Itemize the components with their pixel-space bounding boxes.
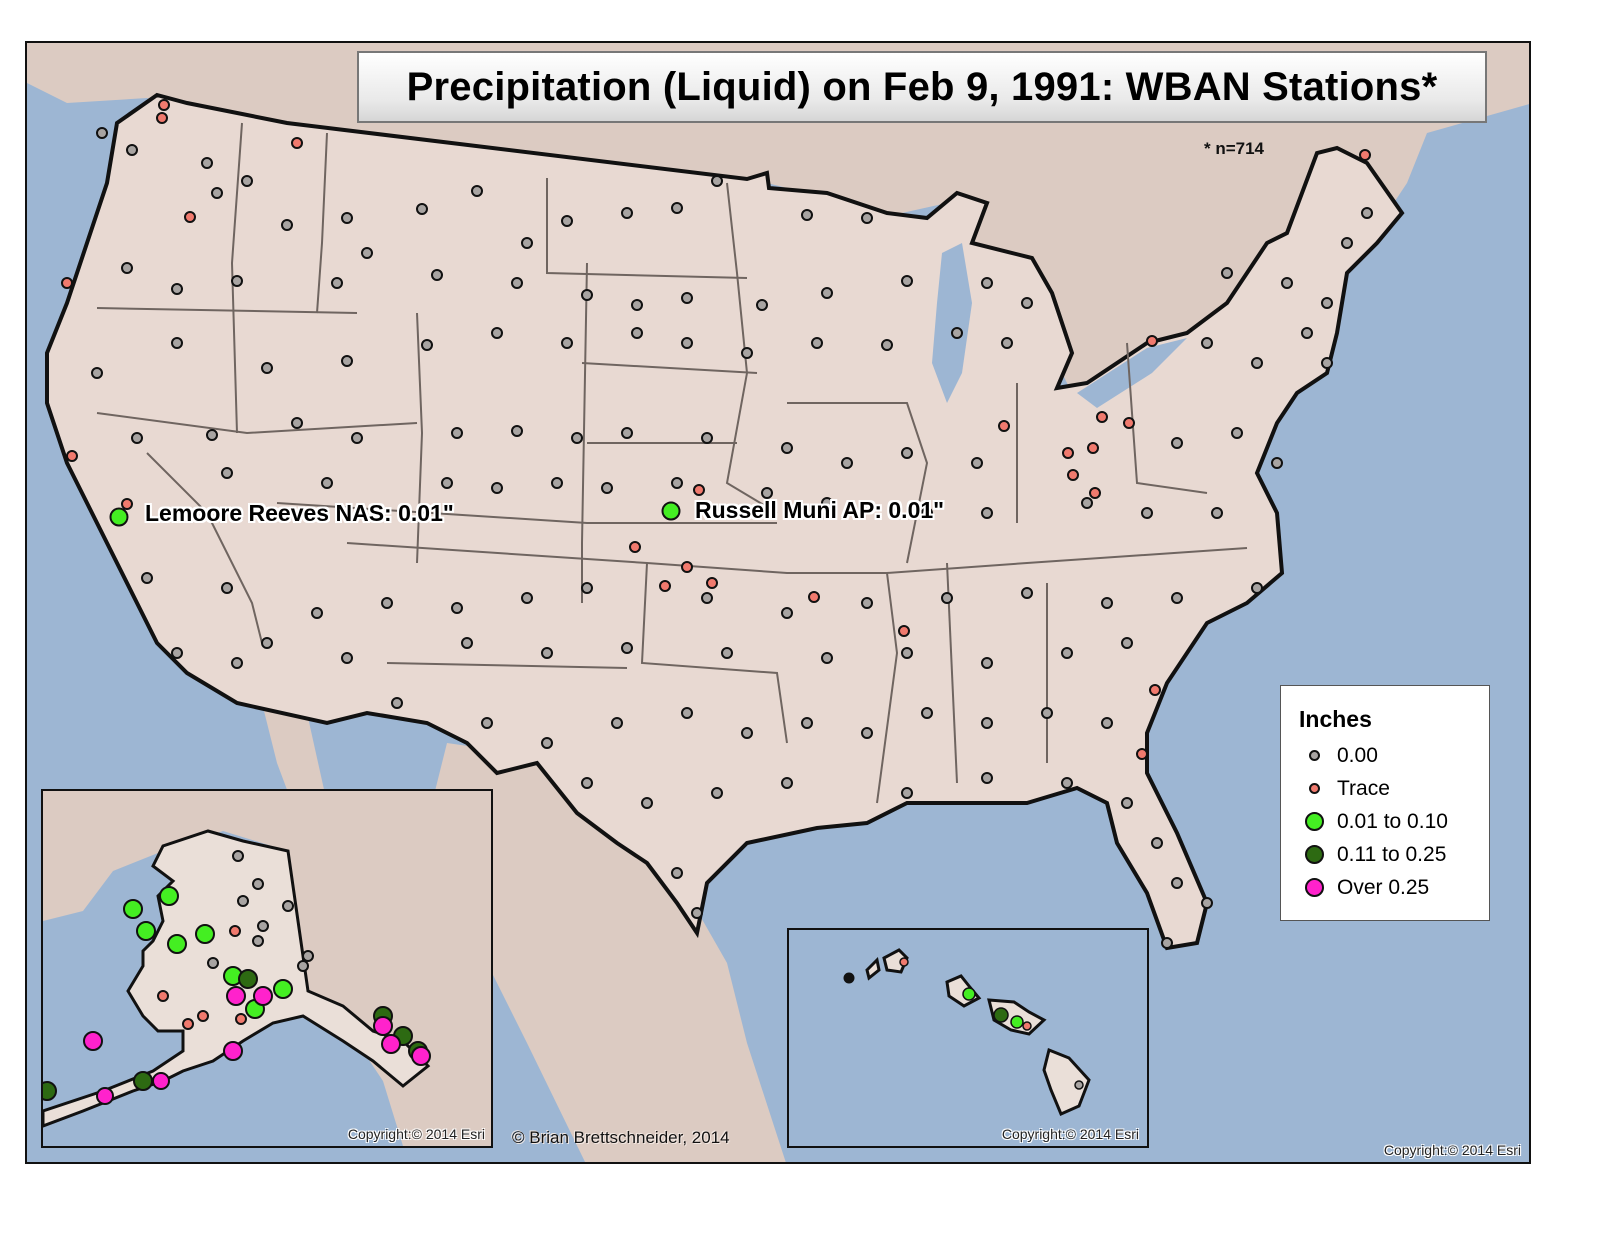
dark-green-dot-icon [1304,845,1324,864]
alaska-map [43,791,491,1146]
main-copyright: Copyright:© 2014 Esri [1383,1142,1521,1158]
legend-item-zero: 0.00 [1299,739,1489,772]
callout-russell: Russell Muni AP: 0.01" [695,497,945,523]
legend-item-moderate: 0.11 to 0.25 [1299,838,1489,871]
magenta-dot-icon [1304,878,1324,897]
hawaii-copyright: Copyright:© 2014 Esri [1001,1126,1139,1142]
stations-zero [91,127,1373,949]
main-map [27,43,1529,1162]
sample-size-note: * n=714 [1204,139,1265,158]
legend-item-light: 0.01 to 0.10 [1299,805,1489,838]
map-frame: Precipitation (Liquid) on Feb 9, 1991: W… [25,41,1531,1164]
legend-item-heavy: Over 0.25 [1299,871,1489,904]
map-title: Precipitation (Liquid) on Feb 9, 1991: W… [406,64,1438,109]
gray-dot-icon [1308,750,1320,761]
title-box: Precipitation (Liquid) on Feb 9, 1991: W… [357,51,1487,123]
alaska-inset: Copyright:© 2014 Esri [41,789,493,1148]
contiguous-us-outline [45,92,1405,951]
legend: Inches 0.00 Trace 0.01 to 0.10 0.11 to 0… [1280,685,1490,921]
legend-label: Trace [1337,776,1390,800]
legend-label: 0.11 to 0.25 [1337,842,1447,866]
legend-title: Inches [1299,706,1372,732]
author-credit: © Brian Brettschneider, 2014 [512,1128,730,1147]
stations-trace [61,99,1371,760]
callout-lemoore: Lemoore Reeves NAS: 0.01" [145,500,454,526]
hawaii-map [843,948,1091,1116]
hawaii-inset: Copyright:© 2014 Esri [787,928,1149,1148]
legend-label: 0.00 [1337,743,1378,767]
alaska-copyright: Copyright:© 2014 Esri [347,1126,485,1142]
legend-item-trace: Trace [1299,772,1489,805]
light-green-dot-icon [1304,812,1324,831]
station-lemoore [109,507,129,527]
salmon-dot-icon [1308,783,1320,794]
legend-label: 0.01 to 0.10 [1337,809,1448,833]
legend-label: Over 0.25 [1337,875,1430,899]
station-russell [661,501,681,521]
